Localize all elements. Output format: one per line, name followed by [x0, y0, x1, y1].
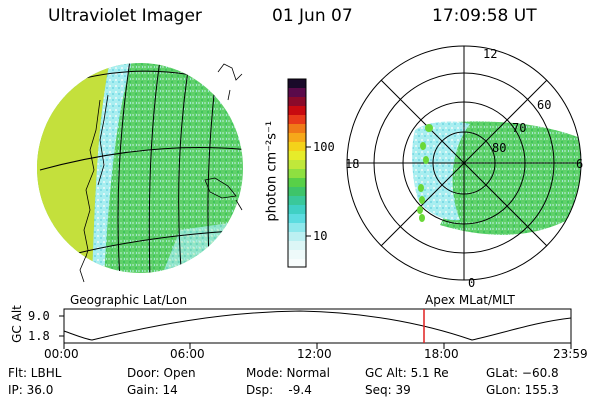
mlt-label-0: 0: [468, 276, 476, 290]
glat-label: GLat: −60.8: [486, 366, 559, 380]
altitude-tick-low: 1.8: [28, 329, 50, 343]
gain-label: Gain: 14: [127, 383, 178, 397]
time-label: 17:09:58 UT: [432, 6, 537, 26]
glon-label: GLon: 155.3: [486, 383, 559, 397]
altitude-axis-title: GC Alt: [9, 305, 24, 343]
altitude-chart: [59, 308, 572, 349]
gc-alt-label: GC Alt: 5.1 Re: [365, 366, 449, 380]
time-tick-2359: 23:59: [553, 347, 588, 361]
colorbar-tick-100: 100: [313, 140, 335, 154]
instrument-title: Ultraviolet Imager: [48, 6, 202, 26]
lat-label-80: 80: [492, 141, 507, 155]
lat-label-60: 60: [537, 98, 552, 112]
mode-label: Mode: Normal: [246, 366, 330, 380]
mlt-label-12: 12: [483, 47, 498, 61]
mlt-label-18: 18: [345, 157, 360, 171]
coastline: [81, 94, 237, 271]
colorbar: [287, 78, 311, 268]
geographic-label: Geographic Lat/Lon: [70, 293, 188, 307]
colorbar-unit-label: photon cm⁻²s⁻¹: [264, 120, 280, 222]
polar-plot: [346, 45, 582, 281]
seq-label: Seq: 39: [365, 383, 411, 397]
time-tick-1200: 12:00: [297, 347, 332, 361]
door-label: Door: Open: [127, 366, 196, 380]
mlt-label-6: 6: [576, 157, 584, 171]
altitude-tick-high: 9.0: [28, 309, 50, 323]
apex-label: Apex MLat/MLT: [425, 293, 515, 307]
ip-label: IP: 36.0: [8, 383, 54, 397]
dsp-label: Dsp: -9.4: [246, 383, 312, 397]
time-tick-0000: 00:00: [44, 347, 79, 361]
date-label: 01 Jun 07: [272, 6, 353, 26]
colorbar-tick-10: 10: [313, 229, 328, 243]
geographic-image: [37, 63, 243, 273]
lat-label-70: 70: [512, 121, 527, 135]
aurora-spots: [417, 124, 433, 222]
time-tick-0600: 06:00: [170, 347, 205, 361]
time-tick-1800: 18:00: [424, 347, 459, 361]
altitude-curve: [63, 310, 572, 341]
coastline-outside: [79, 63, 243, 283]
filter-label: Flt: LBHL: [8, 366, 62, 380]
